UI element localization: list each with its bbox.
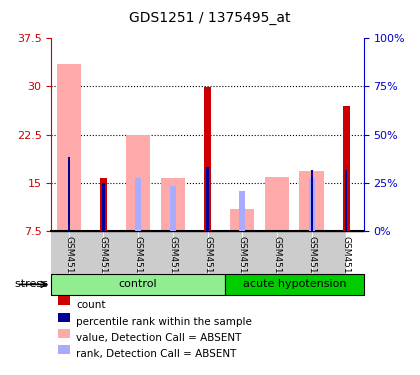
FancyBboxPatch shape xyxy=(103,231,138,274)
Bar xyxy=(58,329,70,338)
Bar xyxy=(310,170,313,231)
Text: GDS1251 / 1375495_at: GDS1251 / 1375495_at xyxy=(129,11,291,25)
Text: stress: stress xyxy=(15,279,51,290)
Bar xyxy=(225,274,364,295)
Text: value, Detection Call = ABSENT: value, Detection Call = ABSENT xyxy=(76,333,242,343)
Bar xyxy=(343,105,350,231)
Bar xyxy=(135,178,141,231)
Bar xyxy=(239,191,245,231)
Bar xyxy=(309,178,315,231)
Bar xyxy=(51,274,225,295)
Text: GSM45190: GSM45190 xyxy=(273,236,281,285)
Text: GSM45191: GSM45191 xyxy=(307,236,316,285)
Bar xyxy=(100,178,107,231)
FancyBboxPatch shape xyxy=(34,231,69,274)
Bar xyxy=(170,186,176,231)
Text: control: control xyxy=(119,279,158,290)
Text: GSM45184: GSM45184 xyxy=(64,236,73,285)
Text: acute hypotension: acute hypotension xyxy=(242,279,346,290)
Text: GSM45186: GSM45186 xyxy=(99,236,108,285)
Text: GSM45188: GSM45188 xyxy=(238,236,247,285)
Bar xyxy=(126,135,150,231)
Bar xyxy=(230,209,255,231)
Bar xyxy=(345,170,347,231)
Text: count: count xyxy=(76,300,106,310)
Bar xyxy=(58,312,70,322)
Text: GSM45189: GSM45189 xyxy=(168,236,177,285)
Bar xyxy=(299,171,324,231)
Text: GSM45193: GSM45193 xyxy=(203,236,212,285)
Bar xyxy=(204,87,211,231)
FancyBboxPatch shape xyxy=(277,231,312,274)
Text: GSM45187: GSM45187 xyxy=(134,236,143,285)
FancyBboxPatch shape xyxy=(138,231,173,274)
FancyBboxPatch shape xyxy=(69,231,103,274)
FancyBboxPatch shape xyxy=(312,231,346,274)
Bar xyxy=(57,64,81,231)
Bar xyxy=(68,157,70,231)
FancyBboxPatch shape xyxy=(173,231,207,274)
Bar xyxy=(161,178,185,231)
Bar xyxy=(58,345,70,354)
Text: rank, Detection Call = ABSENT: rank, Detection Call = ABSENT xyxy=(76,350,237,360)
Bar xyxy=(102,183,105,231)
FancyBboxPatch shape xyxy=(207,231,242,274)
Text: GSM45192: GSM45192 xyxy=(342,236,351,285)
Bar xyxy=(265,177,289,231)
Text: percentile rank within the sample: percentile rank within the sample xyxy=(76,317,252,327)
Bar xyxy=(58,296,70,305)
FancyBboxPatch shape xyxy=(242,231,277,274)
Bar xyxy=(206,167,209,231)
